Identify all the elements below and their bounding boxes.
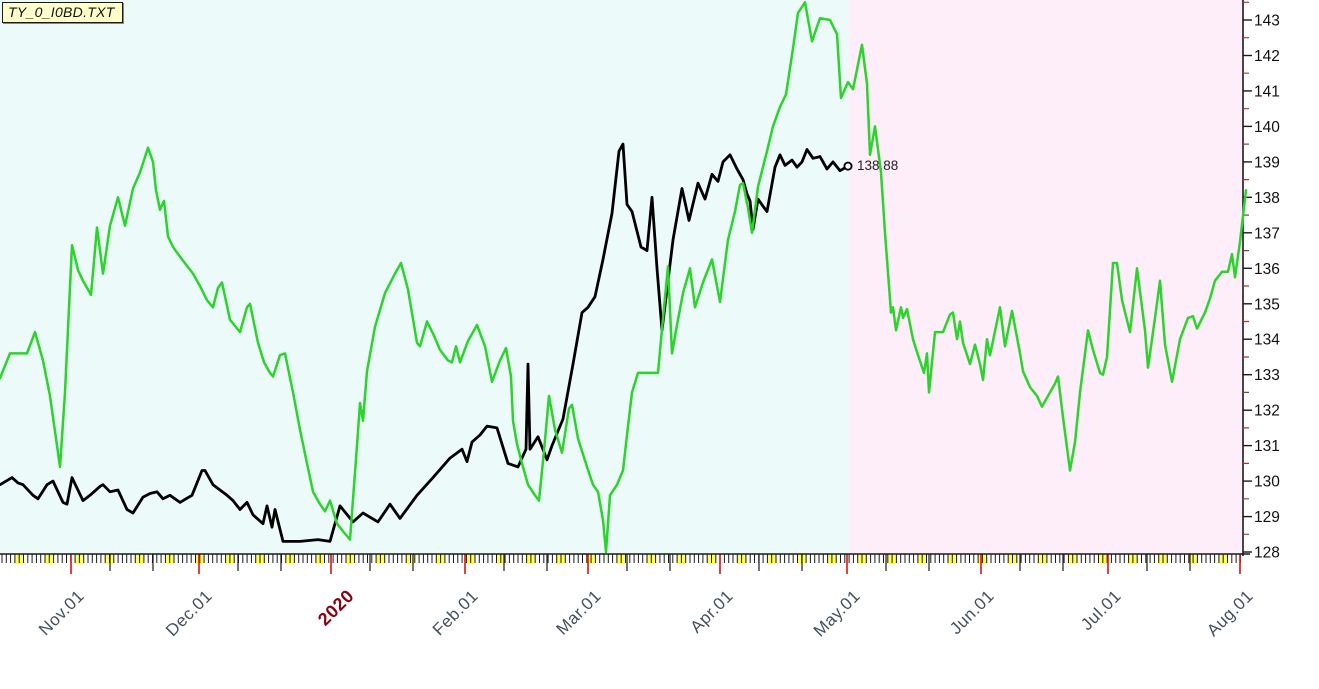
y-label-137: 137 [1254,225,1280,242]
y-label-142: 142 [1254,48,1280,65]
month-label-Jun.01: Jun.01 [946,586,998,638]
y-label-135: 135 [1254,296,1280,313]
y-label-143: 143 [1254,13,1280,30]
y-minor-ticks [1243,1,1249,535]
y-label-130: 130 [1254,474,1280,491]
y-label-141: 141 [1254,83,1280,100]
month-label-Apr.01: Apr.01 [687,586,737,636]
y-label-139: 139 [1254,154,1280,171]
series-green-line [0,1,1248,554]
symbol-label-box: TY_0_I0BD.TXT [2,2,123,23]
month-label-Nov.01: Nov.01 [35,586,88,639]
y-label-129: 129 [1254,509,1280,526]
last-value-marker [843,161,853,171]
month-label-Feb.01: Feb.01 [429,586,482,639]
y-label-134: 134 [1254,332,1280,349]
y-label-138: 138 [1254,190,1280,207]
year-label: 2020 [314,586,358,630]
last-value-label: 138.88 [857,158,898,173]
symbol-label: TY_0_I0BD.TXT [8,4,115,20]
mid-month-ticks [109,554,1191,571]
y-label-140: 140 [1254,119,1280,136]
month-label-Mar.01: Mar.01 [553,586,605,638]
month-label-May.01: May.01 [810,586,864,640]
month-label-Jul.01: Jul.01 [1077,586,1125,634]
y-label-132: 132 [1254,403,1280,420]
y-label-128: 128 [1254,545,1280,562]
month-label-Dec.01: Dec.01 [162,586,216,640]
y-label-136: 136 [1254,261,1280,278]
y-label-133: 133 [1254,367,1280,384]
month-label-Aug.01: Aug.01 [1203,586,1257,640]
forecast-region[interactable] [849,0,1243,554]
history-region[interactable] [0,0,849,554]
y-label-131: 131 [1254,438,1280,455]
day-ticks [1,554,1241,563]
